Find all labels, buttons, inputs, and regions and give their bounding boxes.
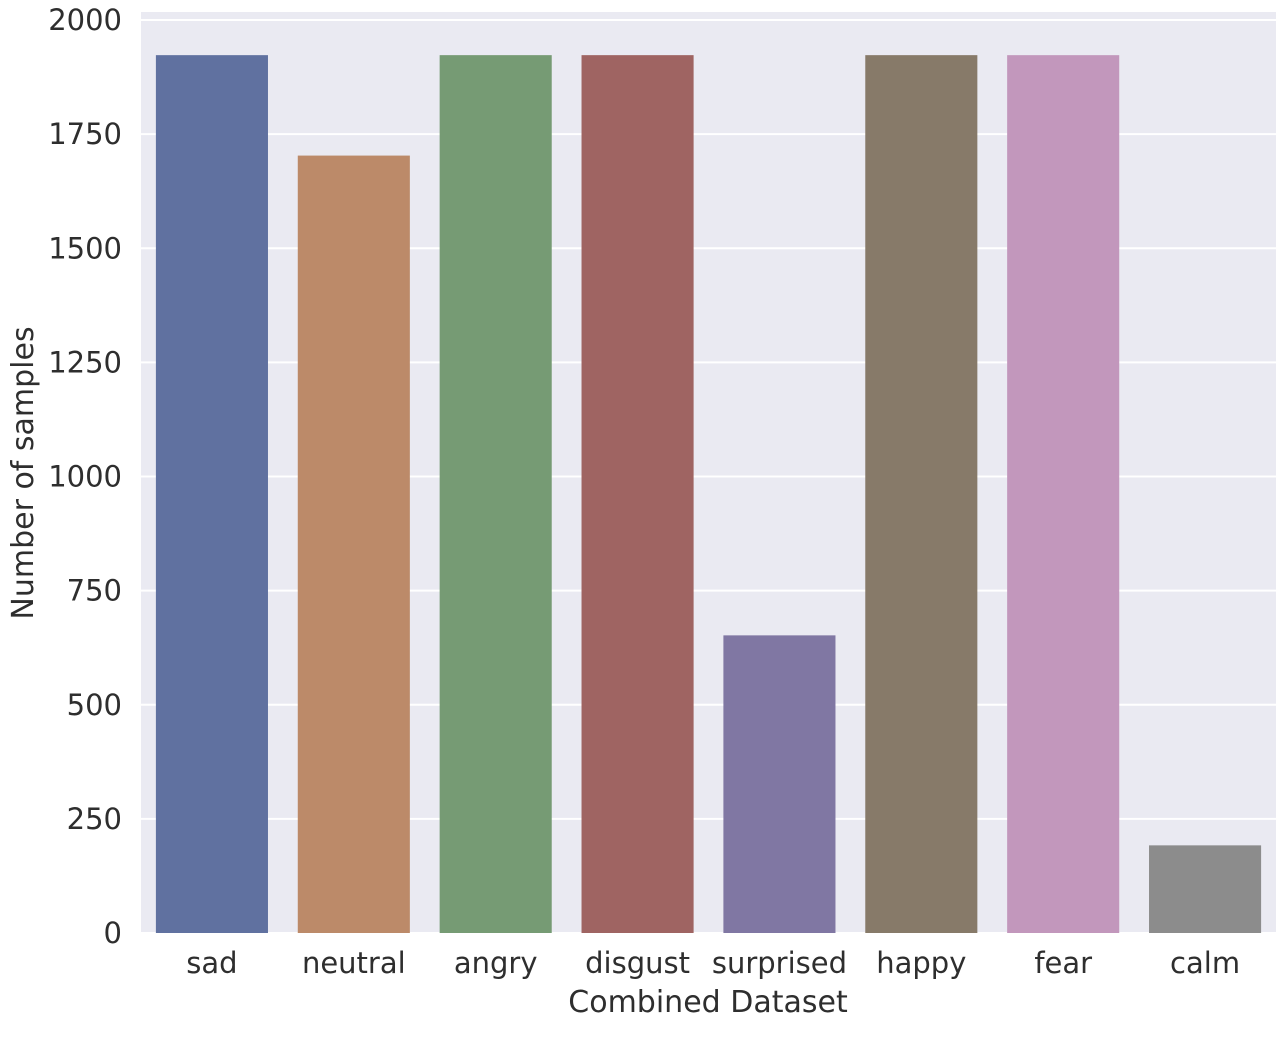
bars — [155, 55, 1262, 933]
y-tick-label: 1250 — [48, 345, 122, 379]
x-tick-label-angry: angry — [454, 946, 538, 980]
bar-fear — [1007, 55, 1120, 933]
y-tick-label: 0 — [104, 916, 122, 950]
bar-surprised — [723, 635, 836, 933]
bar-calm — [1149, 845, 1262, 933]
bar-disgust — [581, 55, 694, 933]
x-tick-label-sad: sad — [186, 946, 237, 980]
x-tick-label-disgust: disgust — [585, 946, 690, 980]
x-tick-label-neutral: neutral — [302, 946, 406, 980]
y-axis-label: Number of samples — [6, 326, 41, 619]
x-tick-label-fear: fear — [1034, 946, 1092, 980]
x-tick-label-surprised: surprised — [712, 946, 847, 980]
y-tick-label: 1750 — [48, 117, 122, 151]
x-tick-labels: sad neutral angry disgust surprised happy fear… — [186, 946, 1240, 980]
y-tick-label: 750 — [67, 574, 122, 608]
y-tick-label: 1000 — [48, 460, 122, 494]
bar-happy — [865, 55, 978, 933]
bar-angry — [439, 55, 552, 933]
x-tick-label-happy: happy — [876, 946, 966, 980]
y-tick-label: 250 — [67, 802, 122, 836]
y-tick-label: 2000 — [48, 3, 122, 37]
x-tick-label-calm: calm — [1170, 946, 1240, 980]
bar-neutral — [297, 155, 410, 933]
x-axis-label: Combined Dataset — [568, 985, 848, 1020]
y-tick-label: 500 — [67, 688, 122, 722]
bar-sad — [155, 55, 268, 933]
y-tick-labels: 0 250 500 750 1000 1250 1500 1750 2000 — [48, 3, 122, 950]
y-tick-label: 1500 — [48, 231, 122, 265]
